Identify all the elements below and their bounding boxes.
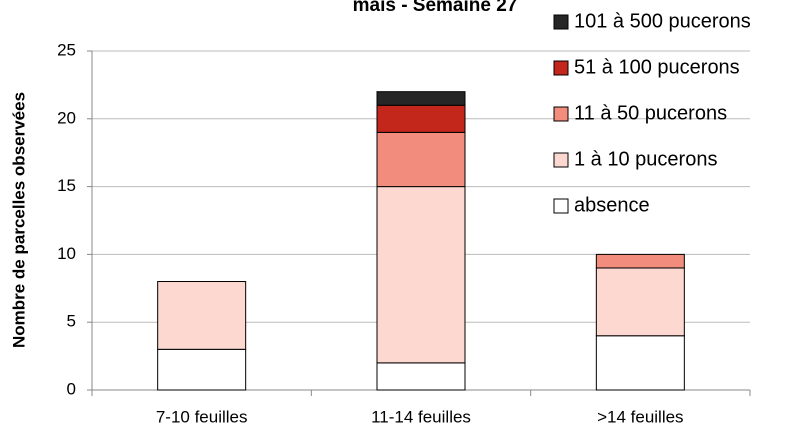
y-tick-label: 15 (57, 176, 76, 195)
bar-segment (376, 362, 466, 391)
y-tick-label: 25 (57, 40, 76, 59)
legend-swatch (553, 198, 569, 214)
bar-segment (595, 335, 685, 391)
bar-segment (595, 267, 685, 337)
y-axis-label: Nombre de parcelles observées (9, 92, 28, 348)
legend-label: absence (574, 194, 650, 216)
x-tick-label: 7-10 feuilles (156, 407, 248, 426)
y-tick-label: 10 (57, 244, 76, 263)
bar-segment (376, 104, 466, 133)
legend-label: 101 à 500 pucerons (574, 10, 751, 32)
legend-label: 1 à 10 pucerons (574, 148, 717, 170)
bar-segment (376, 186, 466, 364)
x-tick-label: >14 feuilles (597, 407, 683, 426)
chart-title: maïs - Semaine 27 (353, 0, 518, 16)
bar-segment (157, 348, 247, 391)
legend-label: 11 à 50 pucerons (574, 102, 727, 124)
x-tick-label: 11-14 feuilles (371, 407, 471, 426)
bar-segment (595, 253, 685, 269)
y-tick-label: 0 (67, 379, 76, 398)
bar-segment (157, 281, 247, 350)
legend-label: 51 à 100 pucerons (574, 56, 740, 78)
bar-segment (376, 131, 466, 188)
legend-swatch (553, 60, 569, 76)
legend-swatch (553, 152, 569, 168)
legend-swatch (553, 106, 569, 122)
bar-segment (376, 91, 466, 106)
y-tick-label: 5 (67, 312, 76, 331)
legend-swatch (553, 14, 569, 30)
y-tick-label: 20 (57, 108, 76, 127)
